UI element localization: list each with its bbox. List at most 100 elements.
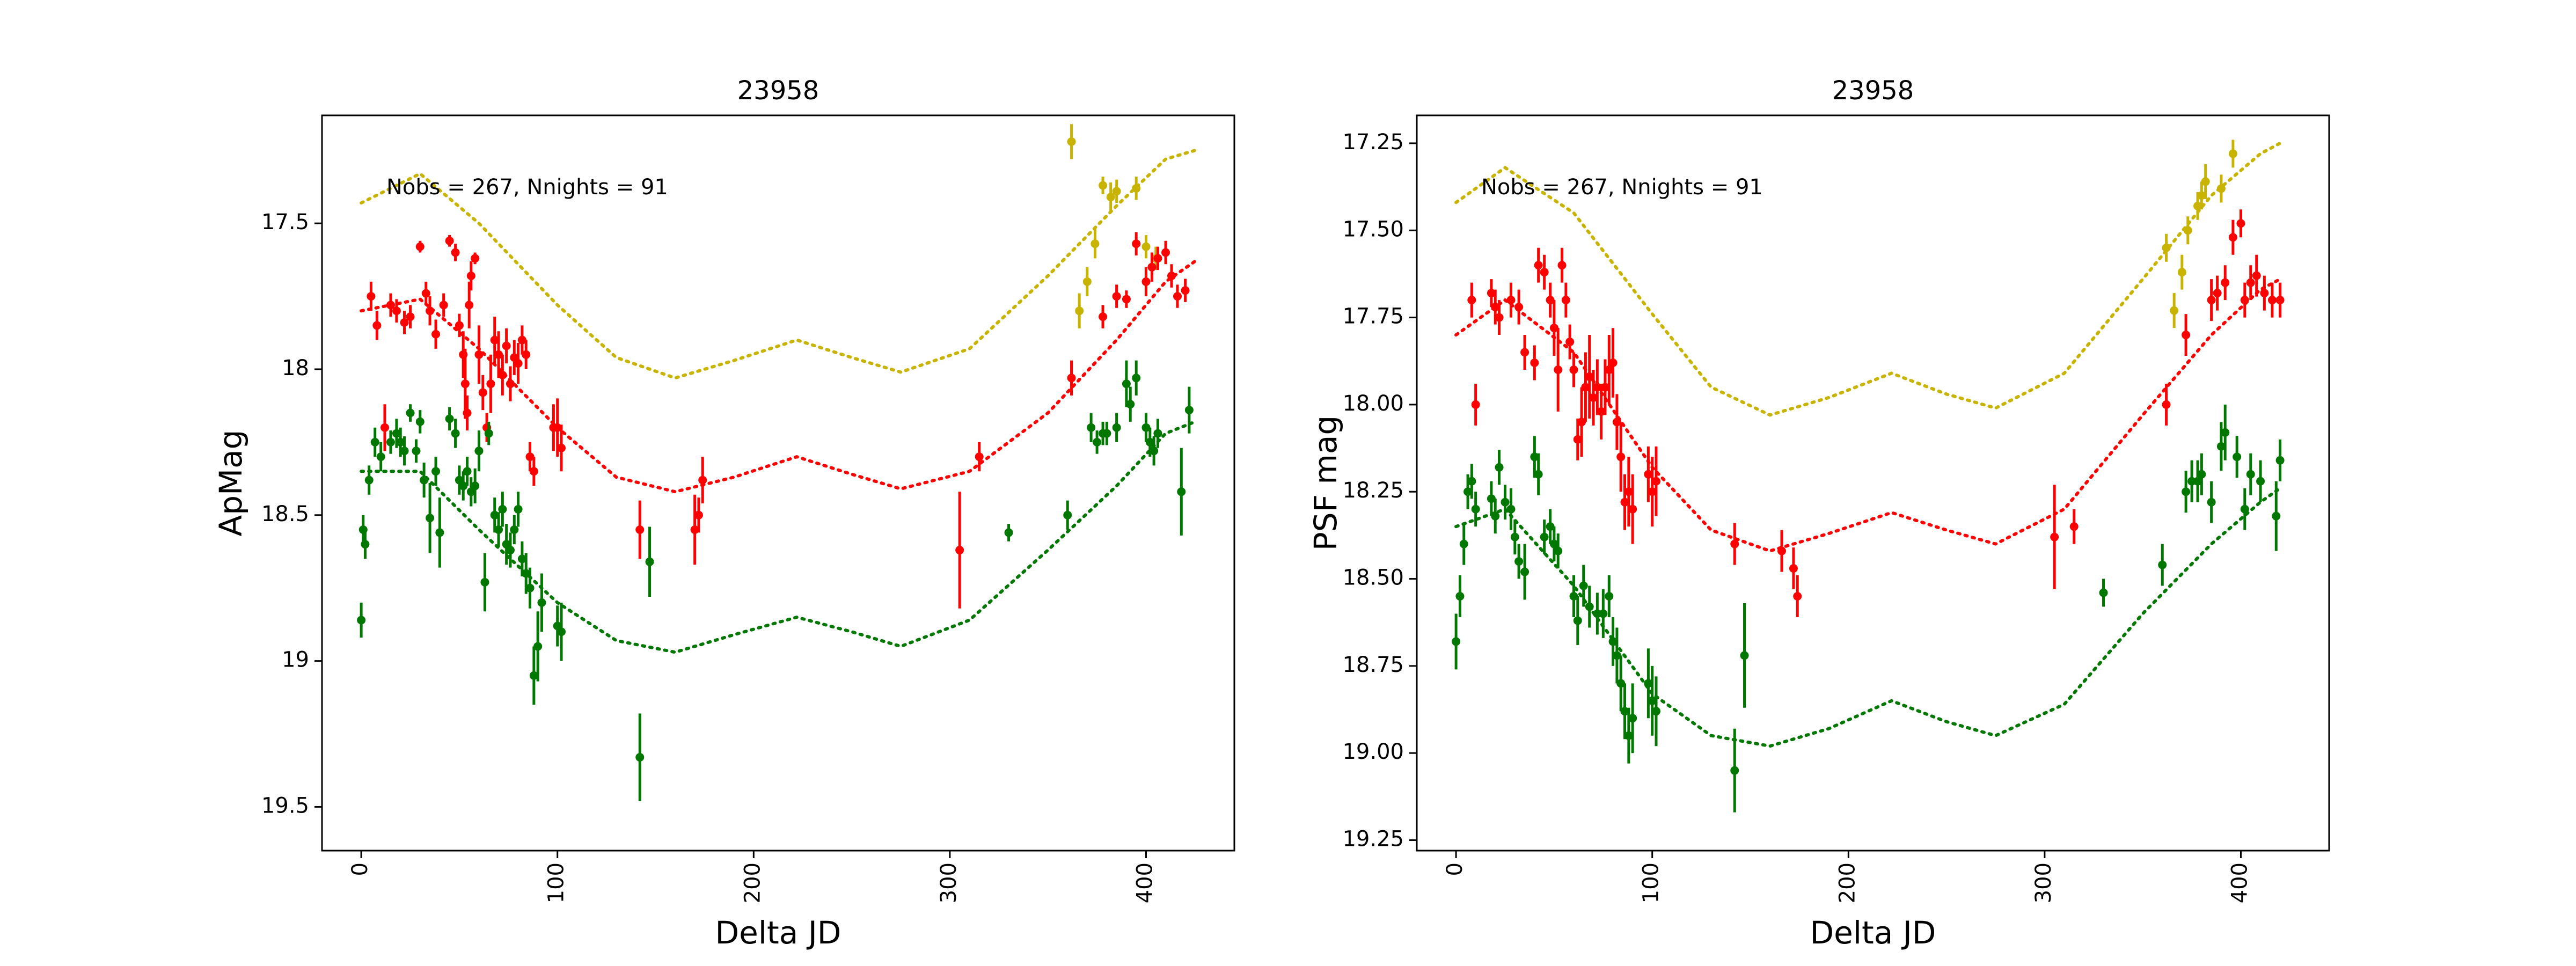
x-axis-label: Delta JD <box>715 914 841 951</box>
green-data-point <box>1501 497 1510 507</box>
green-data-point <box>2193 477 2202 486</box>
psfmag-panel: 23958 0 100 200 300 400 17.25 17.50 17.75 18.00 18… <box>1307 76 2330 951</box>
red-data-point <box>1471 400 1480 409</box>
green-data-point <box>1463 487 1473 496</box>
green-data-point <box>364 475 374 485</box>
green-data-point <box>420 475 429 485</box>
green-data-point <box>1585 602 1594 611</box>
green-data-point <box>2233 452 2242 462</box>
red-data-point <box>1173 292 1182 301</box>
y-axis-label: ApMag <box>213 430 249 537</box>
red-series <box>1454 209 2285 617</box>
green-data-point <box>2182 487 2191 496</box>
red-data-point <box>506 379 515 389</box>
yellow-data-point <box>2183 226 2192 235</box>
y-tick-label: 17.25 <box>1342 130 1404 155</box>
green-data-point <box>1467 477 1476 486</box>
red-data-point <box>1565 338 1575 347</box>
green-data-point <box>1569 592 1578 601</box>
green-data-point <box>431 467 441 476</box>
plot-frame <box>321 114 1235 852</box>
red-data-point <box>1491 303 1500 312</box>
red-data-point <box>494 350 503 359</box>
red-data-point <box>1506 296 1516 305</box>
red-data-point <box>498 370 507 379</box>
red-data-point <box>1112 292 1121 301</box>
green-data-point <box>2240 504 2249 514</box>
red-data-point <box>2267 296 2277 305</box>
green-data-point <box>525 583 535 592</box>
red-data-point <box>478 388 487 397</box>
y-tick-label: 19 <box>282 648 309 672</box>
red-data-point <box>1644 470 1653 479</box>
red-data-point <box>1730 539 1739 548</box>
x-tick-label: 200 <box>740 862 765 903</box>
red-data-point <box>2050 532 2059 541</box>
green-data-point <box>2158 560 2167 569</box>
yellow-data-point <box>1141 242 1151 251</box>
yellow-data-point <box>2162 243 2171 252</box>
red-data-point <box>400 318 409 327</box>
x-tick-label: 100 <box>1639 862 1664 903</box>
yellow-data-point <box>2177 268 2186 277</box>
red-data-point <box>1569 365 1578 374</box>
red-data-point <box>955 546 964 555</box>
green-data-point <box>471 481 480 491</box>
yellow-series <box>360 124 1197 380</box>
green-data-point <box>474 447 484 456</box>
green-data-point <box>1063 510 1072 519</box>
red-data-point <box>415 242 425 251</box>
green-data-point <box>1177 487 1186 496</box>
yellow-data-point <box>1067 137 1076 146</box>
green-data-point <box>1153 429 1162 438</box>
red-data-point <box>1624 487 1633 496</box>
red-data-point <box>1167 272 1176 281</box>
y-tick-label: 19.5 <box>261 793 309 818</box>
green-data-point <box>2246 470 2255 479</box>
red-data-point <box>1181 286 1190 295</box>
green-data-point <box>1491 511 1500 521</box>
green-series <box>1452 404 2285 813</box>
green-data-point <box>1093 437 1102 447</box>
green-fit-curve <box>1454 486 2282 748</box>
green-data-point <box>2207 497 2216 507</box>
yellow-data-point <box>2197 191 2206 200</box>
green-data-point <box>557 627 566 636</box>
x-tick-label: 0 <box>348 862 372 876</box>
red-data-point <box>2246 278 2255 287</box>
y-tick-label: 18 <box>282 356 309 380</box>
y-tick-label: 19.00 <box>1342 740 1404 764</box>
chart-title: 23958 <box>737 76 819 106</box>
green-data-point <box>2221 428 2230 437</box>
green-data-point <box>1004 528 1013 537</box>
red-data-point <box>1793 592 1802 601</box>
red-data-point <box>1487 289 1496 298</box>
green-data-point <box>1530 452 1539 462</box>
red-data-point <box>635 525 645 534</box>
green-data-point <box>1102 429 1111 438</box>
green-data-point <box>2256 477 2265 486</box>
green-data-point <box>1150 447 1159 456</box>
red-data-point <box>421 289 430 298</box>
yellow-data-point <box>1106 193 1115 202</box>
red-data-point <box>1495 313 1504 322</box>
red-data-point <box>465 301 474 310</box>
green-data-point <box>1534 470 1543 479</box>
red-data-point <box>1561 296 1570 305</box>
x-tick-label: 200 <box>1835 862 1860 903</box>
red-data-point <box>386 301 395 310</box>
green-data-point <box>1593 609 1602 618</box>
green-data-point <box>400 447 409 456</box>
x-tick-label: 400 <box>1132 862 1157 903</box>
red-data-point <box>1549 324 1558 333</box>
yellow-data-point <box>2216 184 2226 193</box>
red-data-point <box>1122 295 1131 304</box>
red-data-point <box>1573 435 1582 444</box>
green-data-point <box>514 504 523 514</box>
green-data-point <box>1487 494 1496 503</box>
red-data-point <box>975 452 984 462</box>
yellow-series <box>1454 140 2282 417</box>
green-data-point <box>1730 766 1739 775</box>
y-tick-label: 17.5 <box>261 210 309 235</box>
red-data-point <box>367 292 376 301</box>
